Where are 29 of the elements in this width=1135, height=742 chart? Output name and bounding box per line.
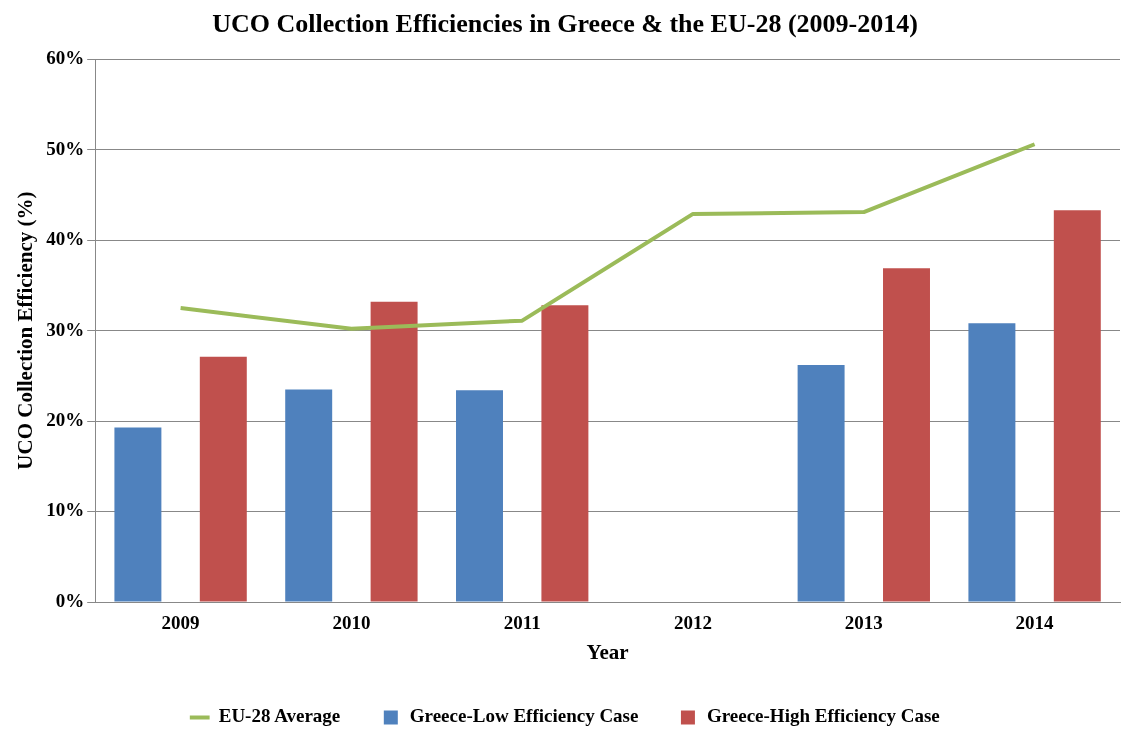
- legend-label: Greece-Low Efficiency Case: [409, 705, 639, 727]
- y-axis-title: UCO Collection Efficiency (%): [13, 191, 38, 470]
- bar: [285, 389, 333, 602]
- y-tick-label: 10%: [46, 499, 85, 521]
- bar: [199, 356, 247, 602]
- bar: [968, 323, 1016, 602]
- bar: [370, 301, 418, 602]
- bar: [456, 390, 503, 602]
- bar: [797, 364, 845, 602]
- y-tick-label: 20%: [46, 408, 85, 430]
- bar: [1053, 210, 1101, 602]
- bar: [541, 305, 589, 602]
- y-tick-label: 40%: [46, 228, 85, 250]
- x-tick-label: 2014: [1015, 612, 1055, 634]
- x-axis-title: Year: [586, 639, 629, 664]
- legend-label: EU-28 Average: [218, 705, 341, 727]
- x-tick-label: 2012: [674, 612, 712, 634]
- y-tick-label: 0%: [55, 589, 85, 611]
- x-tick-label: 2013: [844, 612, 883, 634]
- y-tick-label: 60%: [46, 47, 85, 69]
- chart-title: UCO Collection Efficiencies in Greece & the EU-28 (2009-2014): [212, 9, 918, 39]
- x-tick-label: 2009: [161, 612, 200, 634]
- x-tick-label: 2010: [332, 612, 371, 634]
- bar: [114, 427, 162, 602]
- y-tick-label: 50%: [46, 137, 85, 159]
- y-tick-label: 30%: [46, 318, 85, 340]
- x-tick-label: 2011: [503, 612, 541, 634]
- bar: [883, 268, 930, 602]
- legend-label: Greece-High Efficiency Case: [706, 705, 940, 727]
